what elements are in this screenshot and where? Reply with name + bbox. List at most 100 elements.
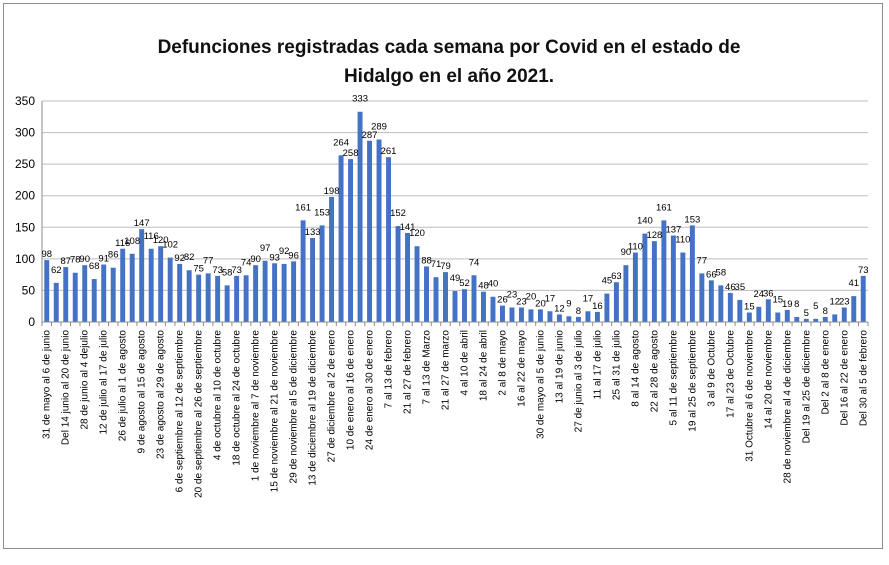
data-label: 141	[400, 222, 416, 233]
x-tick-label: 25 al 31 de julio	[611, 330, 622, 400]
bar	[775, 312, 781, 322]
x-tick-label: 4 de octubre al 10 de octubre	[213, 330, 224, 461]
x-tick-label: 20 de septiembre al 26 de septiembre	[194, 330, 205, 498]
bar	[642, 233, 648, 322]
data-label: 58	[716, 267, 727, 278]
x-tick-label: Del 19 al 25 de diciembre	[801, 330, 812, 444]
data-label: 161	[656, 202, 672, 213]
bar	[215, 275, 221, 322]
bar	[205, 273, 211, 322]
bar	[53, 282, 59, 322]
bar	[680, 252, 686, 322]
data-label: 49	[450, 273, 461, 284]
data-label: 91	[98, 254, 109, 265]
data-label: 26	[497, 295, 508, 306]
data-label: 140	[637, 216, 653, 227]
data-label: 23	[507, 289, 518, 300]
data-label: 73	[858, 265, 869, 276]
data-label: 87	[60, 256, 71, 267]
bar	[813, 318, 819, 322]
x-tick-label: 10 de enero al 16 de enero	[346, 330, 357, 451]
bar	[632, 252, 638, 322]
bar	[708, 280, 714, 322]
data-label: 133	[305, 227, 321, 238]
bar-chart: Defunciones registradas cada semana por …	[15, 37, 869, 498]
y-axis: 0 50 100 150 200 250 300 350	[15, 94, 43, 329]
data-label: 102	[162, 240, 178, 251]
data-label: 96	[288, 250, 299, 261]
x-tick-label: 21 al 27 de febrero	[403, 330, 414, 414]
bar	[72, 272, 78, 322]
bar	[851, 296, 857, 322]
data-label: 73	[231, 265, 242, 276]
bar	[509, 307, 515, 322]
bar	[566, 316, 572, 322]
x-tick-label: 28 de noviembre al 4 de diciembre	[782, 330, 793, 484]
x-tick-label: 18 al 24 de abril	[478, 330, 489, 401]
data-label: 77	[203, 255, 214, 266]
x-tick-label: 6 de septiembre al 12 de septiembre	[175, 330, 186, 493]
data-label: 289	[371, 122, 387, 133]
data-label: 74	[241, 257, 252, 268]
data-label: 41	[848, 278, 859, 289]
data-label: 147	[134, 218, 150, 229]
bar	[395, 226, 401, 322]
x-tick-label: 5 al 11 de septiembre	[668, 330, 679, 426]
bar	[518, 307, 524, 322]
bar	[661, 220, 667, 322]
bar	[452, 291, 458, 322]
x-axis: 31 de mayo al 6 de junio Del 14 junio al …	[41, 321, 869, 498]
bar	[139, 229, 145, 322]
bar	[556, 314, 562, 322]
data-label: 71	[431, 259, 442, 270]
bar	[262, 260, 268, 322]
bar	[841, 307, 847, 322]
bar	[471, 275, 477, 322]
x-tick-label: 27 de junio al 3 de julio	[573, 330, 584, 433]
bar	[832, 314, 838, 322]
x-tick-label: 22 al 28 de agosto	[649, 330, 660, 413]
bar	[613, 282, 619, 322]
data-label: 36	[763, 288, 774, 299]
x-tick-label: Del 30 al 5 de febrero	[858, 330, 869, 427]
data-label: 261	[381, 146, 397, 157]
bar	[405, 232, 410, 322]
data-label: 88	[421, 255, 432, 266]
bar	[110, 267, 116, 322]
bar	[357, 111, 363, 322]
x-tick-label: 23 de agosto al 29 de agosto	[156, 330, 167, 459]
y-tick-label: 350	[15, 94, 35, 108]
data-label: 9	[566, 298, 571, 309]
data-label: 12	[829, 296, 840, 307]
x-tick-label: 7 al 13 de Marzo	[422, 330, 433, 405]
data-label: 74	[469, 257, 480, 268]
data-label: 116	[144, 231, 159, 242]
chart-title-line-1: Defunciones registradas cada semana por …	[158, 37, 741, 58]
bar	[367, 140, 373, 322]
bar	[490, 296, 496, 322]
data-label: 23	[516, 296, 527, 307]
x-tick-label: 21 al 27 de marzo	[441, 330, 452, 410]
bar	[243, 275, 249, 322]
x-tick-label: 15 de noviembre al 21 de noviembre	[270, 330, 281, 493]
x-tick-label: 1 de noviembre al 7 de noviembre	[251, 330, 262, 482]
bar	[224, 285, 230, 322]
x-tick-label: 11 al 17 de julio	[592, 330, 603, 400]
bar	[129, 253, 135, 322]
data-label: 79	[440, 261, 451, 272]
bar	[765, 299, 771, 322]
data-label: 73	[212, 265, 223, 276]
x-tick-label: 7 al 13 de febrero	[384, 330, 395, 409]
y-tick-label: 150	[15, 220, 35, 234]
x-tick-label: Del 2 al 8 de enero	[820, 330, 831, 415]
bar	[272, 263, 278, 322]
bar	[329, 196, 335, 322]
x-tick-label: 28 de junio al 4 dejulio	[80, 330, 91, 430]
y-tick-label: 250	[15, 157, 35, 171]
bar	[537, 309, 543, 322]
data-label: 128	[646, 230, 662, 241]
bar	[91, 279, 97, 322]
data-label: 8	[576, 306, 581, 317]
bar	[689, 225, 695, 322]
x-tick-label: 4 al 10 de abril	[459, 330, 470, 396]
